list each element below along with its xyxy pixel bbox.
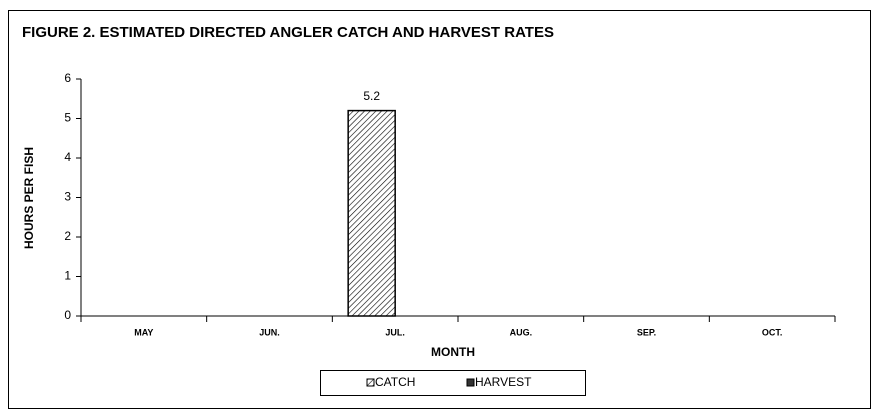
legend	[320, 370, 586, 396]
bar	[347, 109, 396, 317]
y-axis-label: HOURS PER FISH	[22, 147, 36, 249]
data-label: 5.2	[363, 89, 380, 103]
x-tick-label: SEP.	[637, 327, 656, 337]
legend-label: CATCH	[375, 375, 415, 389]
x-tick-label: JUL.	[385, 327, 405, 337]
x-axis-label: MONTH	[431, 345, 475, 359]
x-tick-label: AUG.	[510, 327, 533, 337]
x-tick-label: JUN.	[259, 327, 280, 337]
y-tick-label: 5	[64, 111, 71, 125]
x-tick-label: OCT.	[762, 327, 783, 337]
y-tick-label: 6	[64, 71, 71, 85]
legend-swatch	[366, 378, 375, 387]
chart-title: FIGURE 2. ESTIMATED DIRECTED ANGLER CATC…	[22, 24, 554, 41]
x-tick-label: MAY	[134, 327, 153, 337]
y-tick-label: 2	[64, 229, 71, 243]
chart-border	[8, 10, 871, 409]
legend-label: HARVEST	[475, 375, 532, 389]
legend-swatch	[466, 378, 475, 387]
y-tick-label: 3	[64, 190, 71, 204]
y-tick-label: 0	[64, 308, 71, 322]
y-tick-label: 4	[64, 150, 71, 164]
y-tick-label: 1	[64, 269, 71, 283]
